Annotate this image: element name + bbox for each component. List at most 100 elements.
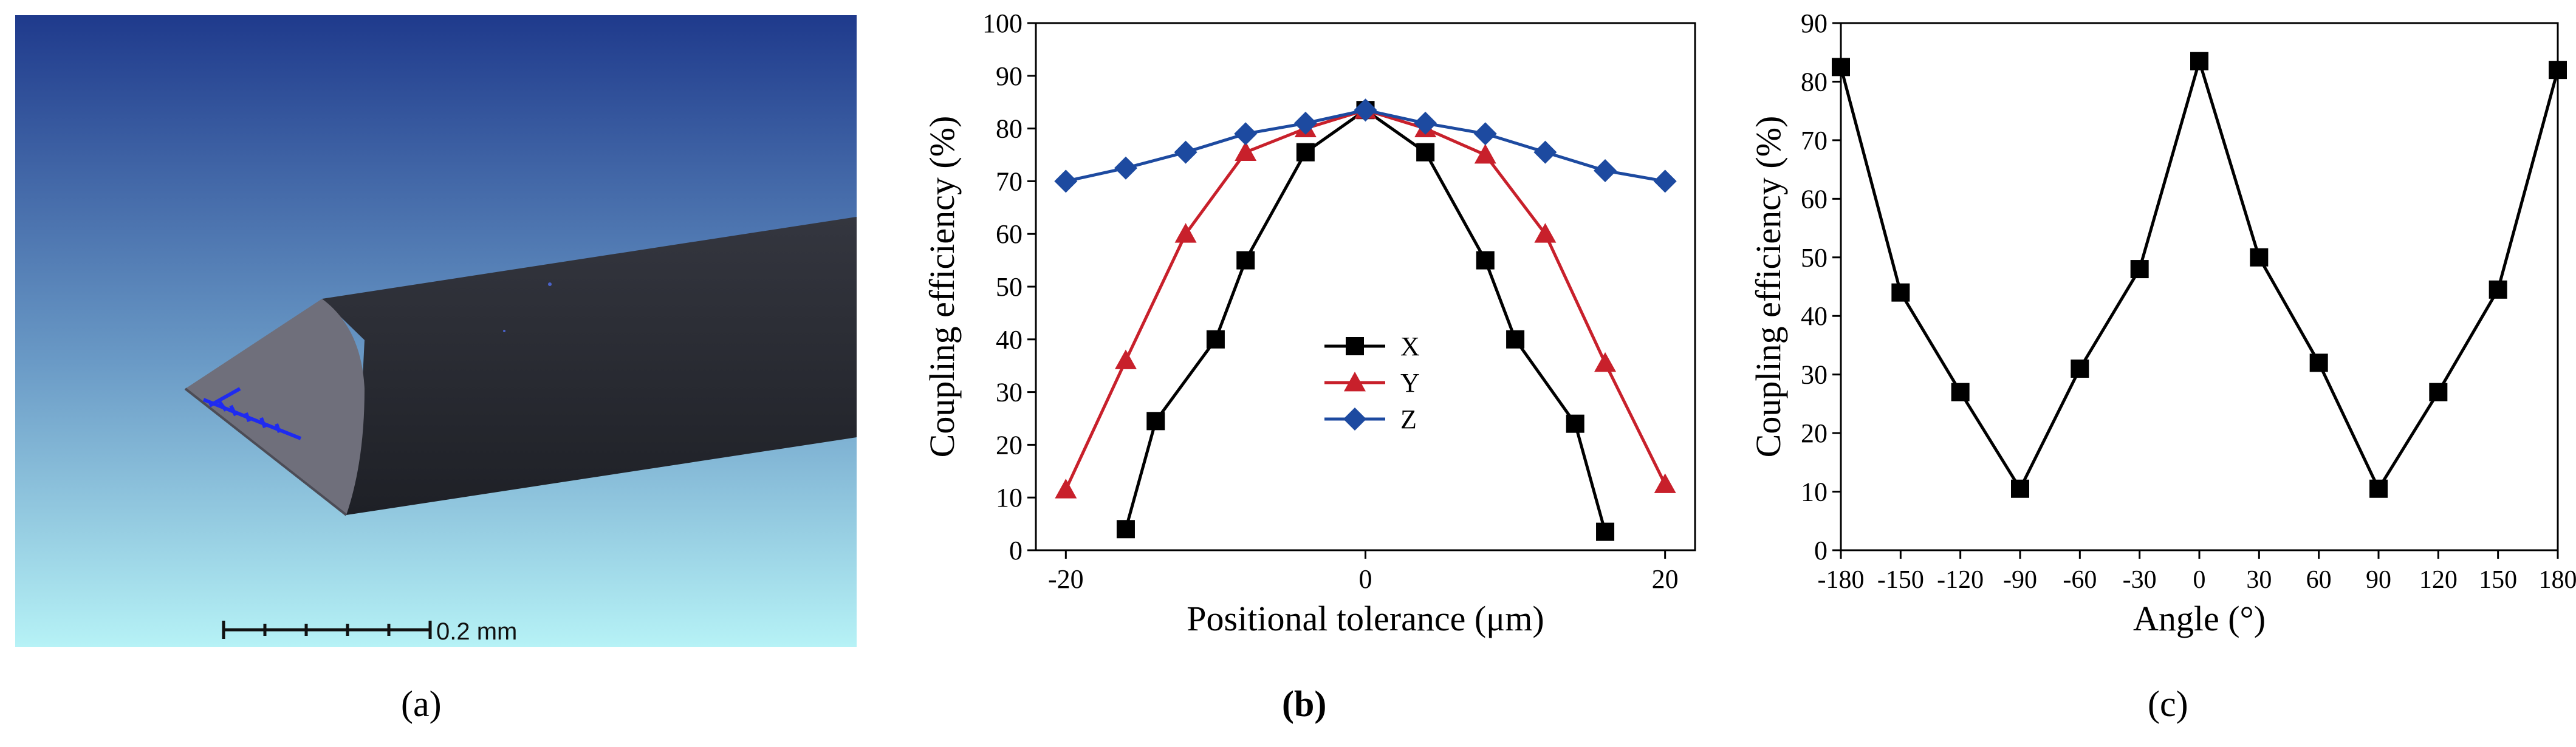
y-tick-label: 60 bbox=[996, 219, 1023, 249]
data-point bbox=[2190, 52, 2208, 70]
data-point bbox=[1654, 473, 1676, 493]
legend-label-x: X bbox=[1400, 332, 1420, 361]
x-tick-label: -90 bbox=[2003, 566, 2037, 594]
y-tick-label: 90 bbox=[996, 61, 1023, 91]
data-point bbox=[2250, 248, 2269, 267]
panel-label-c: (c) bbox=[2148, 684, 2188, 724]
y-tick-label: 80 bbox=[996, 114, 1023, 144]
x-tick-label: 180 bbox=[2539, 566, 2576, 594]
x-tick-label: 120 bbox=[2419, 566, 2458, 594]
x-tick-label: -180 bbox=[1818, 566, 1865, 594]
y-tick-label: 60 bbox=[1801, 184, 1828, 214]
scale-bar-label: 0.2 mm bbox=[436, 618, 517, 645]
legend-marker bbox=[1346, 337, 1364, 355]
x-tick-label: -120 bbox=[1937, 566, 1984, 594]
fiber-body bbox=[322, 217, 857, 515]
data-point bbox=[1414, 111, 1437, 135]
data-point bbox=[2071, 360, 2089, 378]
fiber-end-face bbox=[185, 299, 365, 515]
data-point bbox=[1055, 479, 1077, 499]
data-point bbox=[1891, 283, 1910, 302]
data-point bbox=[1474, 144, 1496, 164]
data-point bbox=[2489, 280, 2507, 299]
legend-marker bbox=[1344, 372, 1366, 392]
y-axis-label: Coupling efficiency (%) bbox=[922, 116, 962, 458]
fiber-face-edge bbox=[184, 387, 348, 516]
x-tick-label: 0 bbox=[2193, 566, 2206, 594]
x-tick-label: 0 bbox=[1359, 564, 1372, 594]
x-tick-label: -20 bbox=[1048, 564, 1084, 594]
data-point bbox=[2369, 479, 2388, 498]
data-point bbox=[1114, 156, 1137, 180]
y-tick-label: 10 bbox=[996, 483, 1023, 513]
legend-label-y: Y bbox=[1400, 368, 1420, 398]
panel-label-b: (b) bbox=[1282, 684, 1327, 724]
x-tick-label: 150 bbox=[2479, 566, 2517, 594]
chart-angle: 0 10 20 30 40 50 60 70 80 90 -180 -150 -120 -90 -60 -30… bbox=[1749, 9, 2576, 638]
data-point bbox=[1116, 520, 1135, 539]
y-tick-label: 100 bbox=[982, 9, 1023, 38]
series-y bbox=[1055, 99, 1676, 499]
y-tick-label: 0 bbox=[1814, 536, 1828, 565]
chart-positional-tolerance: 0 10 20 30 40 50 60 70 80 90 100 -20 0 20 Positional t… bbox=[922, 9, 1696, 638]
data-point bbox=[1476, 251, 1495, 270]
y-tick-label: 80 bbox=[1801, 67, 1828, 97]
data-point bbox=[1596, 522, 1615, 541]
data-point bbox=[2130, 260, 2149, 279]
y-tick-label: 20 bbox=[996, 430, 1023, 460]
data-point bbox=[2429, 383, 2448, 401]
series-z bbox=[1054, 98, 1677, 193]
data-point bbox=[1951, 383, 1970, 401]
y-tick-label: 20 bbox=[1801, 418, 1828, 448]
data-point bbox=[2549, 61, 2567, 80]
data-point bbox=[2011, 479, 2029, 498]
data-point bbox=[1206, 330, 1225, 349]
data-point bbox=[2309, 353, 2328, 372]
data-point bbox=[1114, 349, 1137, 369]
y-tick-label: 50 bbox=[996, 272, 1023, 302]
data-point bbox=[1416, 143, 1435, 162]
data-point bbox=[1234, 122, 1258, 146]
y-tick-label: 40 bbox=[1801, 301, 1828, 331]
y-tick-label: 30 bbox=[1801, 360, 1828, 390]
series-line bbox=[1124, 108, 1607, 533]
data-point bbox=[1054, 169, 1078, 193]
x-tick-label: -150 bbox=[1877, 566, 1924, 594]
y-tick-label: 90 bbox=[1801, 9, 1828, 38]
data-point bbox=[1296, 143, 1315, 162]
series-x bbox=[1116, 101, 1615, 541]
scale-bar bbox=[222, 621, 432, 639]
data-point bbox=[1832, 58, 1850, 77]
data-point bbox=[1174, 140, 1197, 164]
y-tick-label: 10 bbox=[1801, 477, 1828, 507]
legend-marker bbox=[1343, 408, 1366, 431]
x-tick-label: 30 bbox=[2246, 566, 2272, 594]
ray-marker bbox=[202, 387, 302, 440]
x-tick-label: -30 bbox=[2123, 566, 2157, 594]
y-tick-label: 0 bbox=[1009, 536, 1023, 565]
x-tick-label: -60 bbox=[2063, 566, 2097, 594]
y-tick-label: 70 bbox=[1801, 126, 1828, 155]
x-tick-label: 20 bbox=[1652, 564, 1679, 594]
data-point bbox=[1236, 251, 1255, 270]
data-point bbox=[1293, 111, 1317, 135]
y-tick-label: 70 bbox=[996, 166, 1023, 196]
panel-a-render: 0.2 mm bbox=[15, 15, 857, 647]
x-tick-label: 90 bbox=[2366, 566, 2391, 594]
panel-label-a: (a) bbox=[401, 684, 442, 724]
data-point bbox=[1235, 141, 1257, 162]
data-point bbox=[1174, 223, 1197, 243]
data-point bbox=[1506, 330, 1525, 349]
x-axis-label: Angle (°) bbox=[2133, 599, 2266, 638]
legend-label-z: Z bbox=[1400, 404, 1417, 434]
data-point bbox=[1146, 412, 1165, 431]
data-point bbox=[1534, 223, 1557, 243]
data-point bbox=[1594, 352, 1617, 372]
x-tick-label: 60 bbox=[2306, 566, 2332, 594]
plot-frame bbox=[1840, 22, 2559, 551]
series-coupling-efficiency bbox=[1832, 52, 2567, 498]
x-axis-label: Positional tolerance (μm) bbox=[1187, 599, 1544, 638]
series-line bbox=[1839, 55, 2560, 492]
data-point bbox=[1594, 159, 1617, 183]
y-axis-label: Coupling efficiency (%) bbox=[1749, 116, 1788, 458]
